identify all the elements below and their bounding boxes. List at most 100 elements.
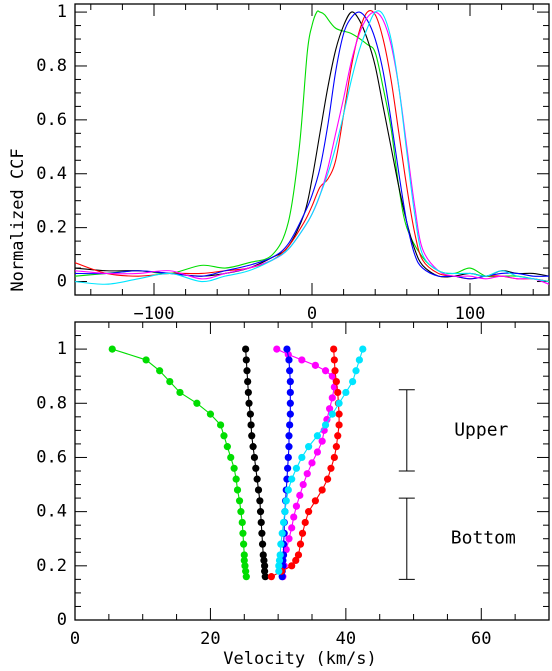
bisector-point — [285, 356, 293, 364]
bisector-point — [235, 497, 244, 505]
bisector-point — [248, 432, 256, 440]
bisector-point — [230, 464, 238, 472]
ccf-line-3 — [75, 11, 549, 280]
bisector-point — [332, 443, 340, 451]
top-x-tick-label: −100 — [134, 304, 175, 324]
bisector-point — [305, 443, 313, 451]
bottom-y-tick-label: 1 — [57, 339, 67, 359]
bisector-point — [299, 480, 307, 489]
bottom-y-tick-label: 0.2 — [36, 556, 67, 576]
bisector-point — [328, 410, 336, 418]
bisector-point — [334, 388, 342, 397]
bisector-point — [283, 345, 291, 353]
bisector-point — [244, 378, 252, 386]
ccf-line-1 — [75, 11, 549, 278]
bottom-series — [108, 345, 367, 581]
bisector-point — [242, 567, 250, 575]
bisector-point — [240, 551, 248, 559]
bisector-point — [330, 453, 338, 462]
bisector-point — [328, 394, 336, 402]
bisector-point — [298, 453, 306, 462]
bisector-point — [247, 421, 255, 429]
top-plot-frame — [74, 3, 550, 296]
bisector-point — [256, 497, 264, 505]
top-ticks — [75, 4, 549, 295]
bottom-y-tick-label: 0.6 — [36, 447, 67, 467]
bisector-point — [342, 388, 350, 397]
bisector-point — [285, 432, 293, 440]
bisector-point — [258, 529, 266, 537]
bisector-point — [284, 464, 292, 472]
bisector-point — [246, 410, 254, 418]
bisector-point — [238, 518, 246, 527]
bisector-point — [257, 518, 265, 527]
bisector-point — [245, 399, 253, 407]
bisector-point — [286, 410, 294, 418]
bisector-line-0 — [112, 348, 247, 577]
bottom-plot-frame — [74, 321, 550, 621]
bisector-point — [243, 367, 251, 375]
bisector-point — [277, 540, 285, 548]
bisector-point — [286, 421, 294, 429]
bisector-point — [275, 556, 284, 565]
top-panel: 0 0.2 0.4 0.6 0.8 1 −100 0 100 — [36, 2, 550, 324]
bisector-point — [328, 372, 336, 380]
bisector-point — [318, 437, 326, 445]
bisector-point — [142, 356, 150, 364]
bottom-x-tick-label: 40 — [336, 629, 356, 649]
bisector-point — [355, 356, 363, 364]
bisector-point — [326, 405, 334, 413]
bisector-point — [332, 378, 340, 386]
bisector-point — [242, 356, 250, 364]
bisector-point — [286, 388, 294, 397]
bisector-point — [330, 383, 338, 391]
bisector-point — [288, 524, 296, 532]
bisector-point — [330, 356, 338, 364]
top-y-tick-label: 0.2 — [36, 218, 67, 238]
bisector-point — [298, 529, 307, 537]
bisector-point — [290, 513, 298, 521]
bisector-point — [193, 399, 201, 407]
top-x-tick-label: 0 — [307, 304, 317, 324]
bisector-point — [327, 464, 335, 472]
top-x-tick-label: 100 — [455, 304, 486, 324]
bisector-point — [296, 540, 305, 548]
bisector-point — [303, 470, 311, 478]
bisector-point — [260, 556, 268, 565]
bisector-point — [292, 464, 301, 472]
bisector-point — [242, 573, 250, 581]
bisector-point — [250, 453, 259, 462]
bisector-point — [318, 486, 326, 494]
bisector-point — [244, 388, 252, 397]
bisector-point — [313, 448, 322, 456]
bisector-point — [223, 443, 231, 451]
bisector-point — [285, 535, 293, 543]
bisector-point — [284, 453, 292, 462]
top-y-tick-label: 0.8 — [36, 56, 67, 76]
bisector-point — [335, 399, 343, 407]
bisector-point — [349, 378, 357, 386]
bisector-point — [308, 459, 316, 467]
bottom-x-tick-label: 60 — [471, 629, 491, 649]
bisector-point — [288, 475, 296, 483]
bisector-point — [286, 378, 294, 386]
bisector-point — [261, 573, 269, 581]
bisector-point — [227, 453, 235, 462]
bisector-point — [298, 356, 306, 364]
ccf-line-5 — [75, 10, 549, 285]
bisector-point — [220, 432, 228, 440]
bisector-point — [281, 508, 289, 516]
bisector-point — [305, 508, 313, 516]
bottom-y-tick-label: 0.4 — [36, 502, 67, 522]
bisector-point — [321, 367, 330, 375]
top-series — [75, 10, 549, 285]
bisector-point — [294, 551, 303, 559]
top-y-tick-label: 0 — [57, 272, 67, 292]
bisector-point — [261, 567, 269, 575]
bisector-point — [311, 497, 319, 505]
bisector-point — [352, 367, 360, 375]
bisector-point — [156, 367, 164, 375]
bisector-point — [206, 410, 215, 418]
bisector-point — [233, 486, 242, 494]
